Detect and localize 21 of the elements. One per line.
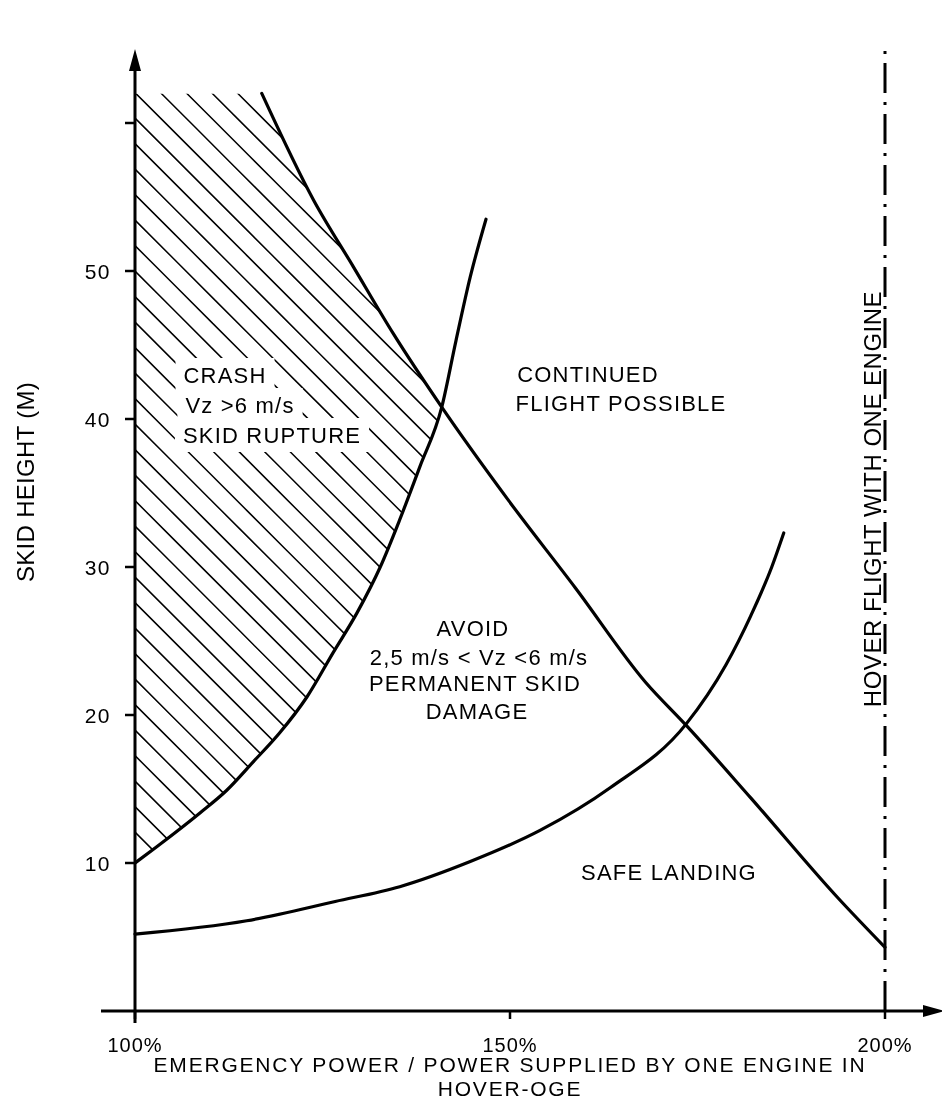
y-tick-label: 30 <box>84 555 111 579</box>
y-tick-label: 10 <box>84 851 111 875</box>
annotation: Vz >6 m/s <box>185 392 295 418</box>
x-tick-label: 200% <box>857 1034 913 1056</box>
x-tick-label: 150% <box>482 1034 538 1056</box>
annotation: 2,5 m/s < Vz <6 m/s <box>369 644 589 670</box>
y-tick-label: 50 <box>84 259 111 283</box>
annotation: CRASH <box>183 362 267 388</box>
annotation: PERMANENT SKID <box>369 670 581 696</box>
annotation: AVOID <box>436 615 510 641</box>
x-axis-title: EMERGENCY POWER / POWER SUPPLIED BY ONE ENGINE IN HOVER-OGE <box>153 1053 867 1100</box>
y-tick-label: 20 <box>84 703 111 727</box>
y-axis-title: SKID HEIGHT (M) <box>11 381 39 583</box>
ref-line-label: HOVER FLIGHT WITH ONE ENGINE <box>859 290 886 708</box>
annotation: SAFE LANDING <box>581 859 757 885</box>
annotation: SKID RUPTURE <box>182 422 362 448</box>
x-tick-label: 100% <box>107 1034 163 1056</box>
y-tick-label: 40 <box>84 407 111 431</box>
annotation: FLIGHT POSSIBLE <box>515 390 727 416</box>
annotation: CONTINUED <box>517 361 659 387</box>
annotation: DAMAGE <box>425 698 529 724</box>
